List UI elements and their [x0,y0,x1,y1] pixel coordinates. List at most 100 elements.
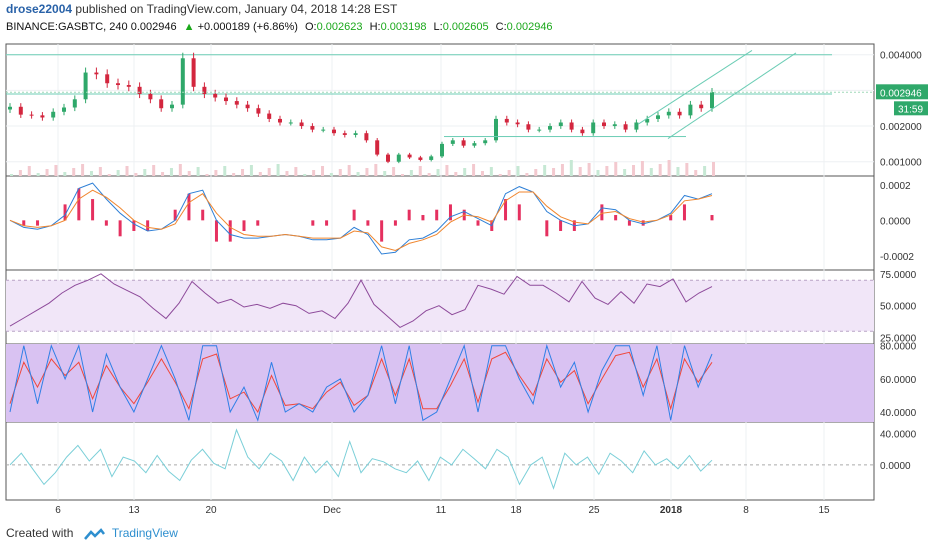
volume-bar [543,165,547,176]
candle-body [515,122,520,125]
tradingview-logo-icon [83,527,105,540]
macd-axis-tick: 0.0000 [880,216,911,227]
macd-axis-tick: 0.0002 [880,181,911,192]
volume-bar [27,166,31,176]
high-label: H: [369,21,381,33]
candle-body [8,106,12,110]
volume-bar [516,166,520,176]
volume-bar [205,174,209,176]
macd-axis-tick: -0.0002 [880,252,914,263]
candle-body [18,106,23,115]
close-value: 0.002946 [506,21,553,33]
candle-body [105,74,110,84]
volume-bar [187,171,191,176]
volume-bar [667,160,671,176]
volume-bar [45,169,49,176]
publish-info: published on TradingView.com, January 04… [75,2,398,16]
stochastic-band [6,344,874,422]
last-price: 0.002946 [130,21,177,33]
candle-body [580,129,585,134]
volume-bar [498,174,502,176]
x-axis-tick: 2018 [660,505,683,516]
candle-body [591,122,596,134]
candle-body [710,92,714,109]
volume-bar [338,169,342,176]
candle-body [224,97,228,102]
x-axis-tick: 13 [128,505,140,516]
candle-body [666,111,671,116]
candle-body [375,140,380,155]
volume-bar [98,167,102,176]
created-with-label: Created with [6,526,74,540]
candle-body [494,118,498,141]
candle-body [504,118,509,123]
author-link[interactable]: drose22004 [6,2,73,16]
candle-body [62,107,66,112]
candle-body [450,140,455,144]
volume-bar [18,170,22,176]
volume-bar [374,164,378,176]
symbol-label: BINANCE:GASBTC, 240 [6,21,128,33]
x-axis-tick: 8 [743,505,749,516]
volume-bar [134,173,138,176]
low-value: 0.002605 [442,21,489,33]
volume-bar [178,164,182,176]
trend-channel-upper [637,50,753,125]
candle-body [461,140,466,146]
rsi-axis-tick: 25.0000 [880,334,917,345]
volume-bar [569,160,573,176]
chart-header: drose22004 published on TradingView.com,… [6,2,906,42]
stochastic-axis-tick: 80.0000 [880,342,917,353]
candle-body [299,122,304,127]
candle-body [407,154,412,158]
price-axis-tick: 0.002000 [880,122,922,133]
candle-body [558,122,563,127]
candle-body [440,143,444,157]
volume-bar [703,166,707,176]
volume-bar [241,169,245,176]
candle-body [699,104,704,109]
volume-bar [294,167,298,176]
low-label: L: [433,21,443,33]
stochastic-axis-tick: 60.0000 [880,375,917,386]
volume-bar [258,172,262,176]
volume-bar [694,170,698,176]
x-axis-tick: Dec [323,505,341,516]
volume-bar [392,167,396,176]
publish-line: drose22004 published on TradingView.com,… [6,2,906,18]
price-change: +0.000189 (+6.86%) [197,21,298,33]
volume-bar [605,166,609,176]
price-tag-label: 0.002946 [880,88,922,99]
candle-body [148,93,153,100]
volume-bar [587,163,591,176]
candle-body [526,124,531,130]
volume-bar [72,168,76,176]
volume-bar [249,165,253,176]
x-axis-tick: 20 [205,505,217,516]
price-tag [876,84,928,100]
volume-bar [472,164,476,176]
volume-bar [525,173,529,176]
x-axis-tick: 25 [588,505,600,516]
volume-bar [347,165,351,176]
tradingview-brand-link[interactable]: TradingView [111,526,178,540]
stochastic-axis-tick: 40.0000 [880,408,917,419]
candle-body [569,122,574,130]
candle-body [332,129,336,134]
stochastic-k-line [9,343,713,422]
candle-body [353,133,358,135]
volume-bar [632,165,636,176]
volume-bar [125,166,129,176]
oscillator-axis-tick: 40.0000 [880,430,917,441]
volume-bar [312,170,316,176]
countdown-tag [894,101,928,116]
candle-body [321,129,326,131]
candle-body [677,111,682,116]
volume-bar [712,162,715,176]
candle-body [83,72,88,100]
volume-bar [152,165,156,176]
volume-bar [489,167,493,176]
candle-body [170,104,174,109]
chart-canvas[interactable]: 0.0040000.0030000.0020000.0010000.002946… [0,0,932,526]
volume-bar [400,174,404,176]
